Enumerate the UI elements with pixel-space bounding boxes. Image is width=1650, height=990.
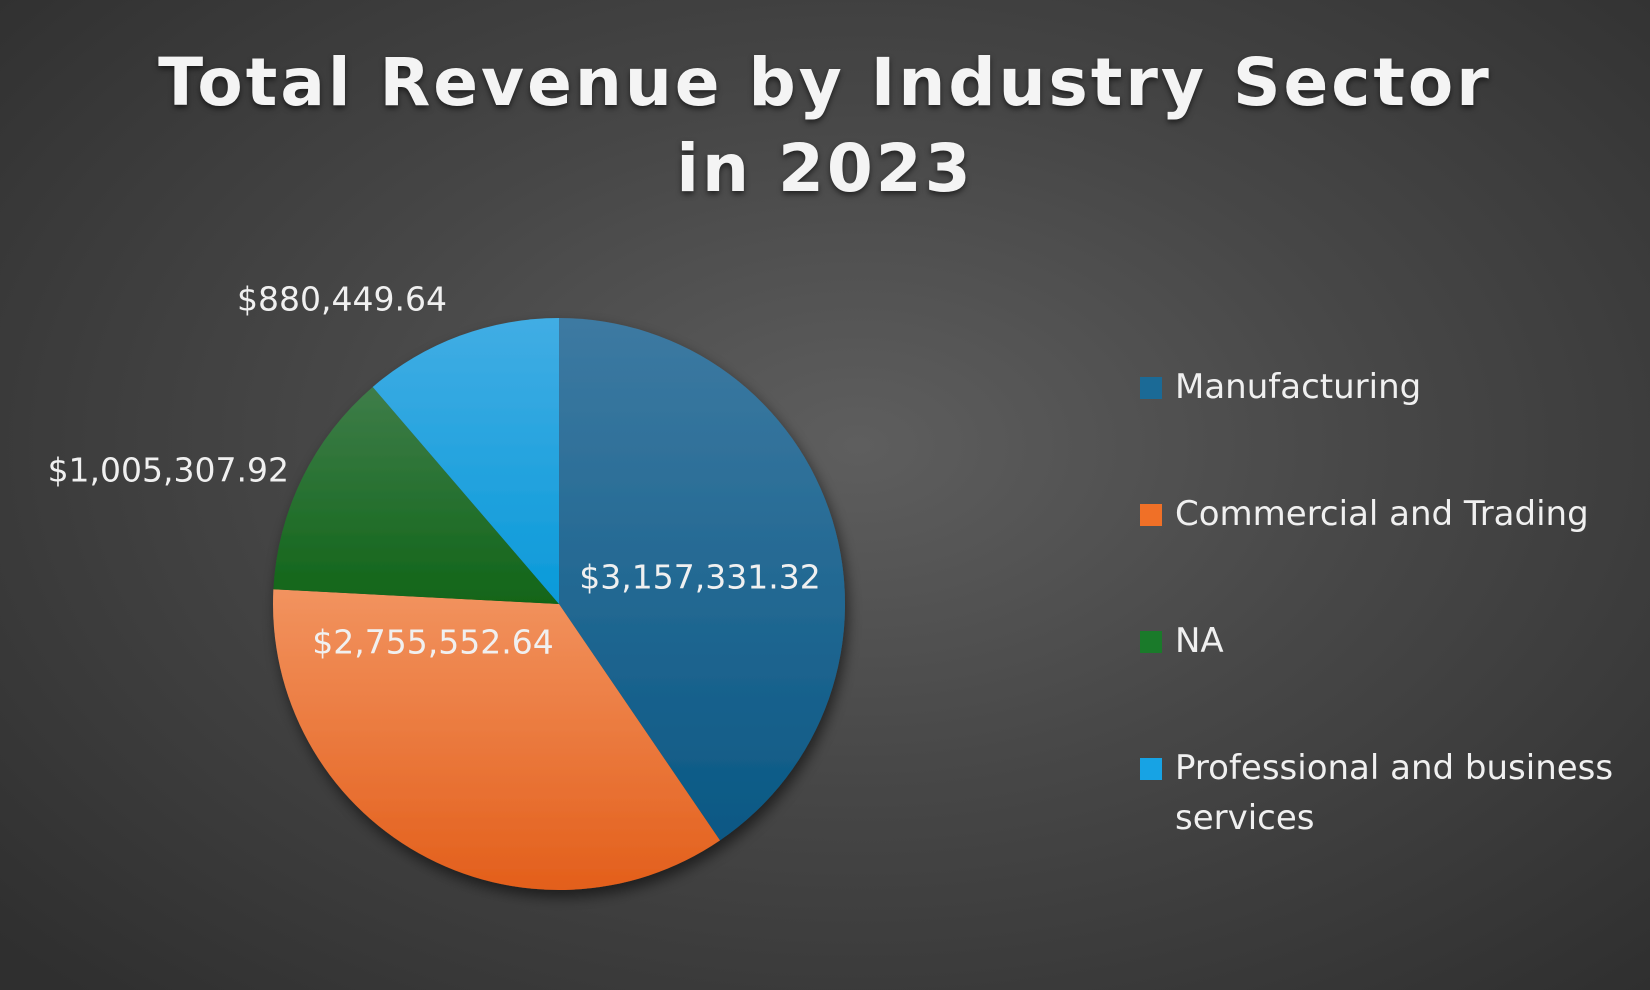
data-label-professional-and-business-services: $880,449.64 xyxy=(237,280,447,319)
pie-slice-commercial-and-trading xyxy=(273,589,720,890)
legend: Manufacturing Commercial and Trading NA … xyxy=(1140,362,1620,843)
chart-title: Total Revenue by Industry Sector in 2023 xyxy=(158,44,1492,207)
legend-item-na: NA xyxy=(1140,616,1620,666)
legend-label: Professional and business services xyxy=(1175,748,1614,838)
data-label-commercial-and-trading: $2,755,552.64 xyxy=(312,623,553,662)
legend-item-professional-and-business-services: Professional and business services xyxy=(1140,743,1620,843)
data-label-na: $1,005,307.92 xyxy=(48,451,289,490)
legend-swatch xyxy=(1140,631,1162,653)
pie-slice-na xyxy=(273,386,559,604)
data-label-manufacturing: $3,157,331.32 xyxy=(579,558,820,597)
legend-item-commercial-and-trading: Commercial and Trading xyxy=(1140,489,1620,539)
legend-item-manufacturing: Manufacturing xyxy=(1140,362,1620,412)
legend-label: NA xyxy=(1175,621,1224,661)
legend-label: Commercial and Trading xyxy=(1175,494,1589,534)
legend-swatch xyxy=(1140,758,1162,780)
legend-label: Manufacturing xyxy=(1175,367,1422,407)
pie-slice-manufacturing xyxy=(559,318,845,841)
legend-swatch xyxy=(1140,377,1162,399)
legend-swatch xyxy=(1140,504,1162,526)
pie-slice-professional-and-business-services xyxy=(372,318,559,604)
